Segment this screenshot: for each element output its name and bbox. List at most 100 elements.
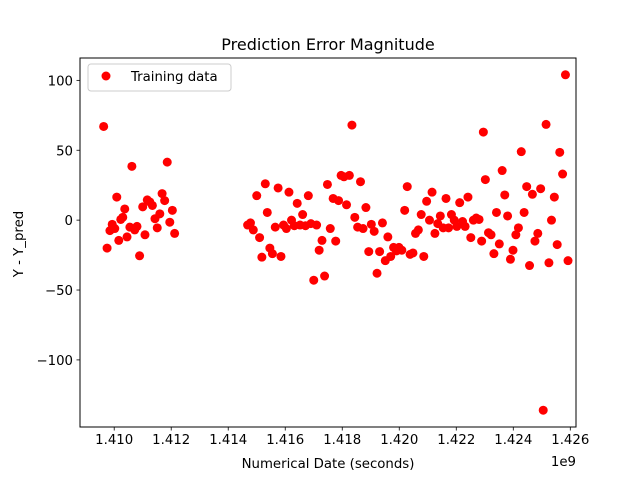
data-point — [334, 196, 344, 206]
data-point — [147, 200, 157, 210]
data-point — [541, 119, 551, 129]
data-point — [122, 232, 132, 242]
data-point — [167, 205, 177, 215]
data-point — [555, 147, 565, 157]
data-point — [165, 217, 175, 227]
x-tick-label: 1.418 — [323, 433, 361, 448]
data-point — [558, 169, 568, 179]
data-point — [486, 230, 496, 240]
data-point — [500, 190, 510, 200]
data-point — [513, 223, 523, 233]
x-tick-label: 1.412 — [152, 433, 190, 448]
x-tick-label: 1.426 — [551, 433, 589, 448]
data-point — [477, 236, 487, 246]
legend: Training data — [87, 63, 232, 92]
data-point — [549, 192, 559, 202]
data-point — [120, 204, 130, 214]
data-point — [273, 183, 283, 193]
data-point — [544, 258, 554, 268]
x-tick-label: 1.422 — [437, 433, 475, 448]
data-point — [444, 223, 454, 233]
data-point — [358, 224, 368, 234]
data-point — [463, 192, 473, 202]
data-point — [491, 207, 501, 217]
x-tick-label: 1.414 — [209, 433, 247, 448]
data-point — [361, 203, 371, 213]
data-point — [466, 233, 476, 243]
data-point — [114, 235, 124, 245]
y-tick-label: −50 — [45, 284, 73, 299]
y-tick-label: 100 — [48, 74, 73, 89]
data-point — [155, 209, 165, 219]
data-point — [314, 245, 324, 255]
data-point — [252, 191, 262, 201]
data-point — [342, 200, 352, 210]
y-axis: 100 50 0 −50 −100 — [36, 74, 80, 369]
data-point — [140, 230, 150, 240]
data-point — [312, 220, 322, 230]
data-point — [160, 196, 170, 206]
y-axis-label: Y - Y_pred — [12, 211, 27, 278]
data-point — [427, 187, 437, 197]
x-axis-offset-label: 1e9 — [551, 455, 576, 470]
data-point — [157, 189, 167, 199]
data-point — [331, 236, 341, 246]
data-point — [422, 196, 432, 206]
data-point — [430, 228, 440, 238]
data-point — [413, 225, 423, 235]
data-point — [127, 161, 137, 171]
data-point — [364, 247, 374, 257]
data-point — [267, 249, 277, 259]
data-point — [369, 226, 379, 236]
data-point — [455, 198, 465, 208]
data-point — [276, 251, 286, 261]
data-point — [257, 252, 267, 262]
data-point — [375, 247, 385, 257]
data-point — [347, 120, 357, 130]
data-point — [325, 224, 335, 234]
data-point — [281, 224, 291, 234]
data-point — [416, 210, 426, 220]
data-point — [303, 191, 313, 201]
data-point — [262, 207, 272, 217]
data-point — [260, 179, 270, 189]
data-point — [112, 192, 122, 202]
data-point — [309, 275, 319, 285]
data-point — [505, 254, 515, 264]
data-point — [516, 147, 526, 157]
data-point — [255, 233, 265, 243]
data-point — [519, 207, 529, 217]
data-point — [538, 405, 548, 415]
data-point — [292, 198, 302, 208]
data-point — [533, 228, 543, 238]
data-point — [497, 166, 507, 176]
data-point — [522, 182, 532, 192]
data-point — [527, 189, 537, 199]
data-point — [511, 230, 521, 240]
y-tick-label: 0 — [65, 214, 73, 229]
x-tick-label: 1.424 — [494, 433, 532, 448]
data-point — [441, 193, 451, 203]
data-point — [546, 215, 556, 225]
data-point — [99, 121, 109, 131]
data-point — [435, 211, 445, 221]
data-point — [317, 235, 327, 245]
y-tick-label: −100 — [36, 354, 73, 369]
data-point — [162, 157, 172, 167]
data-point — [372, 268, 382, 278]
data-point — [138, 202, 148, 212]
legend-box — [87, 63, 232, 92]
data-point — [118, 212, 128, 222]
data-point — [424, 215, 434, 225]
points-layer — [99, 70, 573, 415]
data-point — [350, 212, 360, 222]
data-point — [503, 211, 513, 221]
data-point — [489, 249, 499, 259]
data-point — [248, 225, 258, 235]
data-point — [508, 245, 518, 255]
data-point — [560, 70, 570, 80]
y-tick-label: 50 — [56, 144, 73, 159]
data-point — [525, 261, 535, 271]
data-point — [322, 179, 332, 189]
